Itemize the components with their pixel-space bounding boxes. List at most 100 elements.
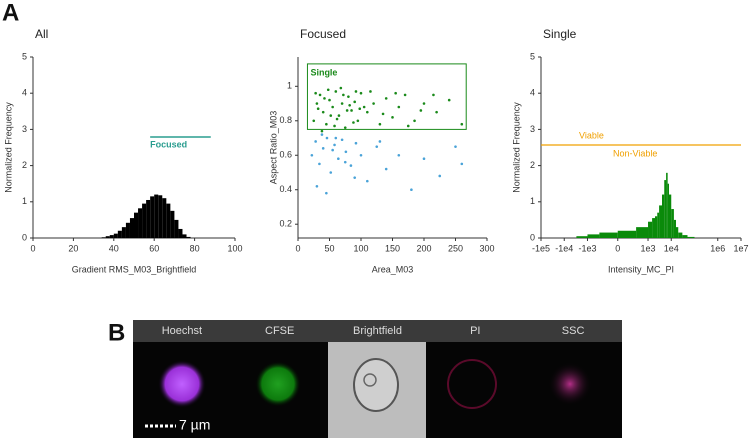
scatter-point	[358, 107, 362, 111]
channel-header	[133, 320, 622, 342]
x-axis-label: Area_M03	[372, 264, 414, 274]
histogram-bar	[661, 194, 665, 238]
cfse-cell	[255, 361, 301, 407]
scatter-point	[347, 95, 350, 98]
histogram-bar	[667, 183, 669, 238]
channel-label: CFSE	[265, 325, 294, 337]
scatter-point	[340, 102, 344, 105]
scatter-point	[366, 110, 369, 114]
scale-bar-label: 7 µm	[179, 417, 210, 433]
scatter-point	[454, 145, 457, 148]
histogram-bar	[138, 208, 143, 238]
gate-label: Viable	[579, 130, 604, 140]
scatter-point	[372, 102, 375, 105]
histogram-bar	[105, 236, 110, 238]
histogram-bar	[182, 234, 187, 238]
x-tick-label: 20	[68, 243, 78, 253]
scatter-point	[343, 160, 347, 164]
x-tick-label: 0	[615, 243, 620, 253]
scatter-point	[323, 97, 326, 100]
scatter-point	[410, 188, 413, 192]
hoechst-cell	[158, 360, 206, 408]
chart-title: All	[35, 27, 48, 41]
scatter-point	[328, 98, 331, 102]
scatter-point	[315, 184, 319, 188]
x-tick-label: 100	[353, 243, 368, 253]
scatter-point	[314, 91, 317, 95]
ssc-cell	[548, 362, 592, 406]
scatter-point	[337, 157, 340, 161]
y-axis-label: Normalized Frequency	[3, 102, 13, 193]
y-tick-label: 0.6	[279, 150, 292, 160]
histogram-bar	[101, 237, 106, 238]
scatter-point	[345, 109, 349, 112]
scatter-point	[340, 138, 344, 142]
x-tick-label: 80	[190, 243, 200, 253]
scatter-point	[315, 102, 319, 105]
scatter-point	[321, 147, 325, 150]
x-tick-label: 1e4	[664, 243, 679, 253]
y-tick-label: 5	[530, 51, 535, 61]
y-axis-label: Aspect Ratio_M03	[268, 111, 278, 185]
scatter-point	[334, 90, 338, 93]
scatter-point	[342, 93, 345, 97]
scatter-point	[432, 93, 435, 97]
histogram-bar	[186, 236, 191, 238]
histogram-bar	[125, 222, 130, 238]
x-tick-label: -1e5	[532, 243, 550, 253]
histogram-bar	[109, 235, 114, 238]
scatter-point	[325, 136, 329, 140]
scatter-point	[460, 162, 464, 166]
x-tick-label: 100	[227, 243, 242, 253]
channel-label: Brightfield	[353, 325, 402, 337]
y-tick-label: 4	[22, 88, 27, 98]
scatter-point	[413, 119, 416, 123]
scatter-point	[403, 93, 407, 97]
panel-label: B	[108, 319, 125, 346]
scatter-point	[337, 114, 341, 117]
scatter-point	[339, 86, 343, 90]
scatter-point	[335, 117, 339, 121]
scatter-point	[384, 167, 388, 171]
scatter-point	[353, 100, 357, 104]
histogram-bar	[657, 212, 660, 238]
x-tick-label: 1e6	[710, 243, 725, 253]
scatter-point	[352, 121, 355, 124]
scatter-point	[325, 191, 328, 195]
y-tick-label: 0.8	[279, 115, 292, 125]
scatter-point	[422, 102, 426, 105]
y-tick-label: 1	[530, 196, 535, 206]
scatter-point	[384, 97, 388, 100]
chart-title: Single	[543, 27, 577, 41]
x-tick-label: 250	[448, 243, 463, 253]
histogram-bar	[666, 172, 668, 238]
y-tick-label: 2	[530, 160, 535, 170]
scatter-point	[359, 153, 363, 157]
scatter-point	[314, 140, 317, 143]
gate-label: Non-Viable	[613, 148, 657, 158]
scatter-point	[406, 124, 410, 128]
histogram-bar	[142, 203, 147, 238]
scatter-point	[326, 88, 330, 92]
histogram-bar	[664, 180, 667, 238]
scatter-point	[447, 98, 451, 102]
scatter-point	[438, 174, 442, 178]
x-tick-label: 60	[149, 243, 159, 253]
scatter-point	[391, 116, 394, 119]
histogram-bar	[678, 232, 683, 238]
histogram-bar	[158, 195, 163, 238]
pi-cell	[447, 359, 497, 409]
histogram-bar	[146, 199, 151, 238]
scatter-point	[333, 143, 336, 147]
y-tick-label: 3	[530, 124, 535, 134]
scatter-point	[369, 90, 372, 93]
y-tick-label: 1	[22, 196, 27, 206]
y-tick-label: 0.2	[279, 219, 292, 229]
x-tick-label: 0	[30, 243, 35, 253]
histogram-bar	[682, 235, 688, 238]
scatter-point	[422, 157, 426, 161]
scatter-point	[356, 119, 360, 123]
histogram-bar	[576, 236, 588, 238]
scatter-point	[349, 164, 353, 167]
